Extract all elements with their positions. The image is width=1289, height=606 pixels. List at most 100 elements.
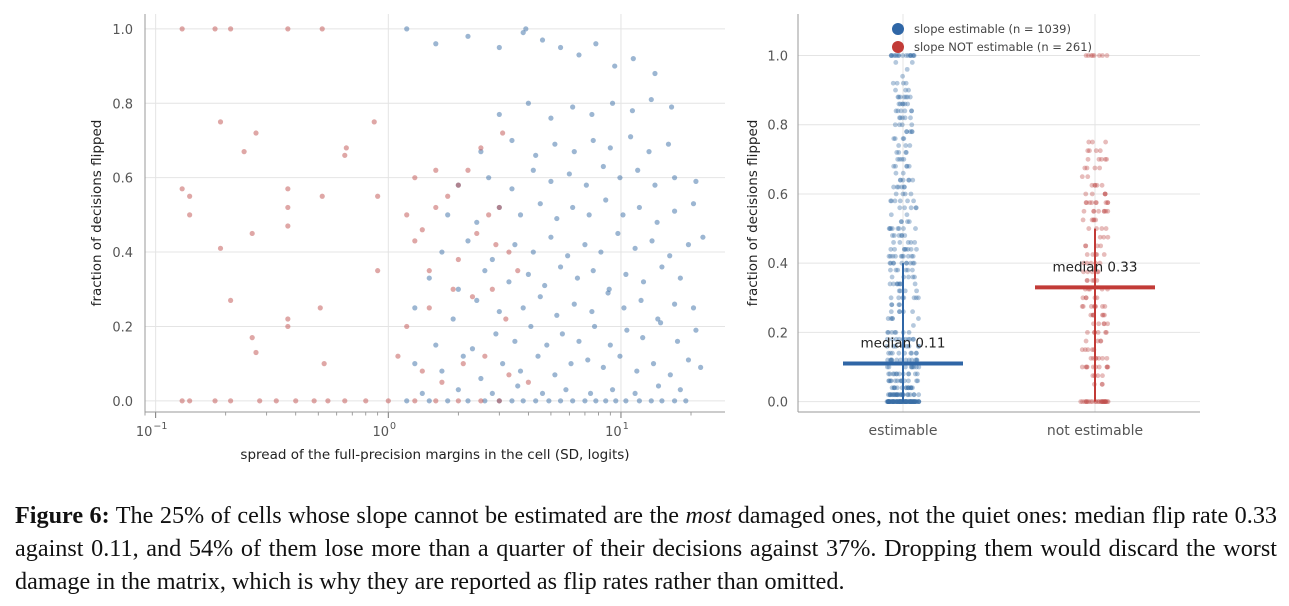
strip-point-estimable <box>907 94 913 100</box>
scatter-point-estimable <box>544 342 550 348</box>
median-label-estimable: median 0.11 <box>861 336 946 352</box>
strip-point-estimable <box>891 184 896 190</box>
strip-point-estimable <box>886 399 892 405</box>
scatter-point-not_estimable <box>285 186 291 192</box>
strip-point-not-estimable <box>1100 373 1105 379</box>
strip-point-estimable <box>909 364 915 370</box>
strip-point-estimable <box>888 53 894 58</box>
strip-point-not-estimable <box>1083 243 1089 249</box>
strip-point-estimable <box>886 399 892 405</box>
strip-point-not-estimable <box>1101 399 1107 405</box>
x-tick-label: not estimable <box>1047 423 1143 439</box>
scatter-point-not_estimable <box>325 398 331 404</box>
strip-point-not-estimable <box>1103 330 1109 335</box>
scatter-point-not_estimable <box>212 398 218 404</box>
strip-point-not-estimable <box>1096 399 1102 405</box>
strip-point-estimable <box>891 392 897 398</box>
strip-point-estimable <box>905 267 911 273</box>
strip-point-estimable <box>903 399 909 405</box>
strip-point-estimable <box>893 108 899 114</box>
strip-point-estimable <box>911 198 916 204</box>
scatter-point-not_estimable <box>253 349 259 356</box>
legend-marker-not-estimable <box>892 41 904 53</box>
strip-point-estimable <box>913 205 919 211</box>
strip-point-estimable <box>893 267 899 273</box>
strip-point-not-estimable <box>1084 399 1090 405</box>
strip-point-estimable <box>909 129 915 135</box>
scatter-point-estimable <box>685 242 692 248</box>
strip-point-estimable <box>912 240 918 245</box>
strip-point-estimable <box>897 302 903 308</box>
scatter-point-not_estimable <box>439 379 445 385</box>
strip-point-estimable <box>885 399 891 405</box>
strip-point-not-estimable <box>1083 364 1089 370</box>
strip-point-estimable <box>894 385 900 391</box>
y-tick-label: 0.8 <box>112 97 133 112</box>
scatter-point-not_estimable <box>249 230 255 237</box>
strip-point-estimable <box>889 399 895 405</box>
scatter-point-estimable <box>570 204 576 211</box>
strip-point-estimable <box>902 184 907 190</box>
strip-point-estimable <box>897 281 903 287</box>
strip-point-not-estimable <box>1102 156 1108 162</box>
strip-point-estimable <box>891 233 897 238</box>
scatter-point-estimable <box>469 346 476 352</box>
scatter-point-estimable <box>590 268 596 274</box>
strip-point-estimable <box>893 87 898 93</box>
scatter-point-estimable <box>657 320 664 326</box>
scatter-point-estimable <box>566 171 572 177</box>
scatter-point-not_estimable <box>460 361 466 367</box>
strip-point-not-estimable <box>1098 399 1104 405</box>
strip-point-not-estimable <box>1083 191 1089 197</box>
y-tick-label: 0.2 <box>112 320 133 335</box>
strip-point-estimable <box>894 80 900 86</box>
scatter-point-not_estimable <box>433 398 439 404</box>
strip-point-estimable <box>892 246 897 252</box>
scatter-point-estimable <box>489 256 495 263</box>
strip-point-estimable <box>888 392 893 398</box>
strip-point-estimable <box>900 53 906 58</box>
strip-point-estimable <box>908 399 914 405</box>
scatter-point-not_estimable <box>496 398 502 404</box>
scatter-point-estimable <box>512 338 518 344</box>
strip-point-estimable <box>894 392 900 398</box>
strip-point-estimable <box>912 281 918 287</box>
strip-point-estimable <box>889 198 894 204</box>
strip-point-not-estimable <box>1100 312 1105 318</box>
strip-point-estimable <box>907 129 913 135</box>
strip-point-estimable <box>900 136 906 141</box>
strip-point-estimable <box>908 240 914 245</box>
strip-point-not-estimable <box>1090 252 1096 257</box>
strip-point-estimable <box>906 357 912 363</box>
strip-point-not-estimable <box>1089 347 1095 353</box>
strip-point-not-estimable <box>1097 234 1103 240</box>
strip-point-estimable <box>889 399 895 405</box>
scatter-point-not_estimable <box>179 186 185 192</box>
strip-point-estimable <box>889 53 894 58</box>
strip-point-not-estimable <box>1103 226 1109 231</box>
strip-point-estimable <box>897 288 903 294</box>
strip-point-estimable <box>908 399 914 405</box>
strip-point-estimable <box>899 156 905 162</box>
strip-point-estimable <box>894 53 899 58</box>
strip-point-estimable <box>906 385 911 391</box>
strip-point-not-estimable <box>1088 399 1094 405</box>
strip-point-not-estimable <box>1085 174 1091 180</box>
strip-point-estimable <box>893 343 899 349</box>
strip-point-not-estimable <box>1103 399 1109 405</box>
scatter-point-estimable <box>638 297 644 304</box>
strip-point-estimable <box>916 316 921 321</box>
strip-point-estimable <box>896 309 902 315</box>
scatter-point-not_estimable <box>412 398 418 404</box>
strip-point-estimable <box>903 267 909 273</box>
scatter-point-not_estimable <box>311 398 317 404</box>
scatter-point-estimable <box>615 230 621 237</box>
strip-point-estimable <box>897 392 902 398</box>
scatter-point-not_estimable <box>375 268 381 274</box>
strip-point-not-estimable <box>1102 399 1108 405</box>
strip-point-estimable <box>888 260 894 266</box>
scatter-point-estimable <box>523 26 529 32</box>
strip-point-not-estimable <box>1096 156 1102 162</box>
scatter-point-estimable <box>635 167 641 173</box>
strip-point-not-estimable <box>1084 278 1090 283</box>
